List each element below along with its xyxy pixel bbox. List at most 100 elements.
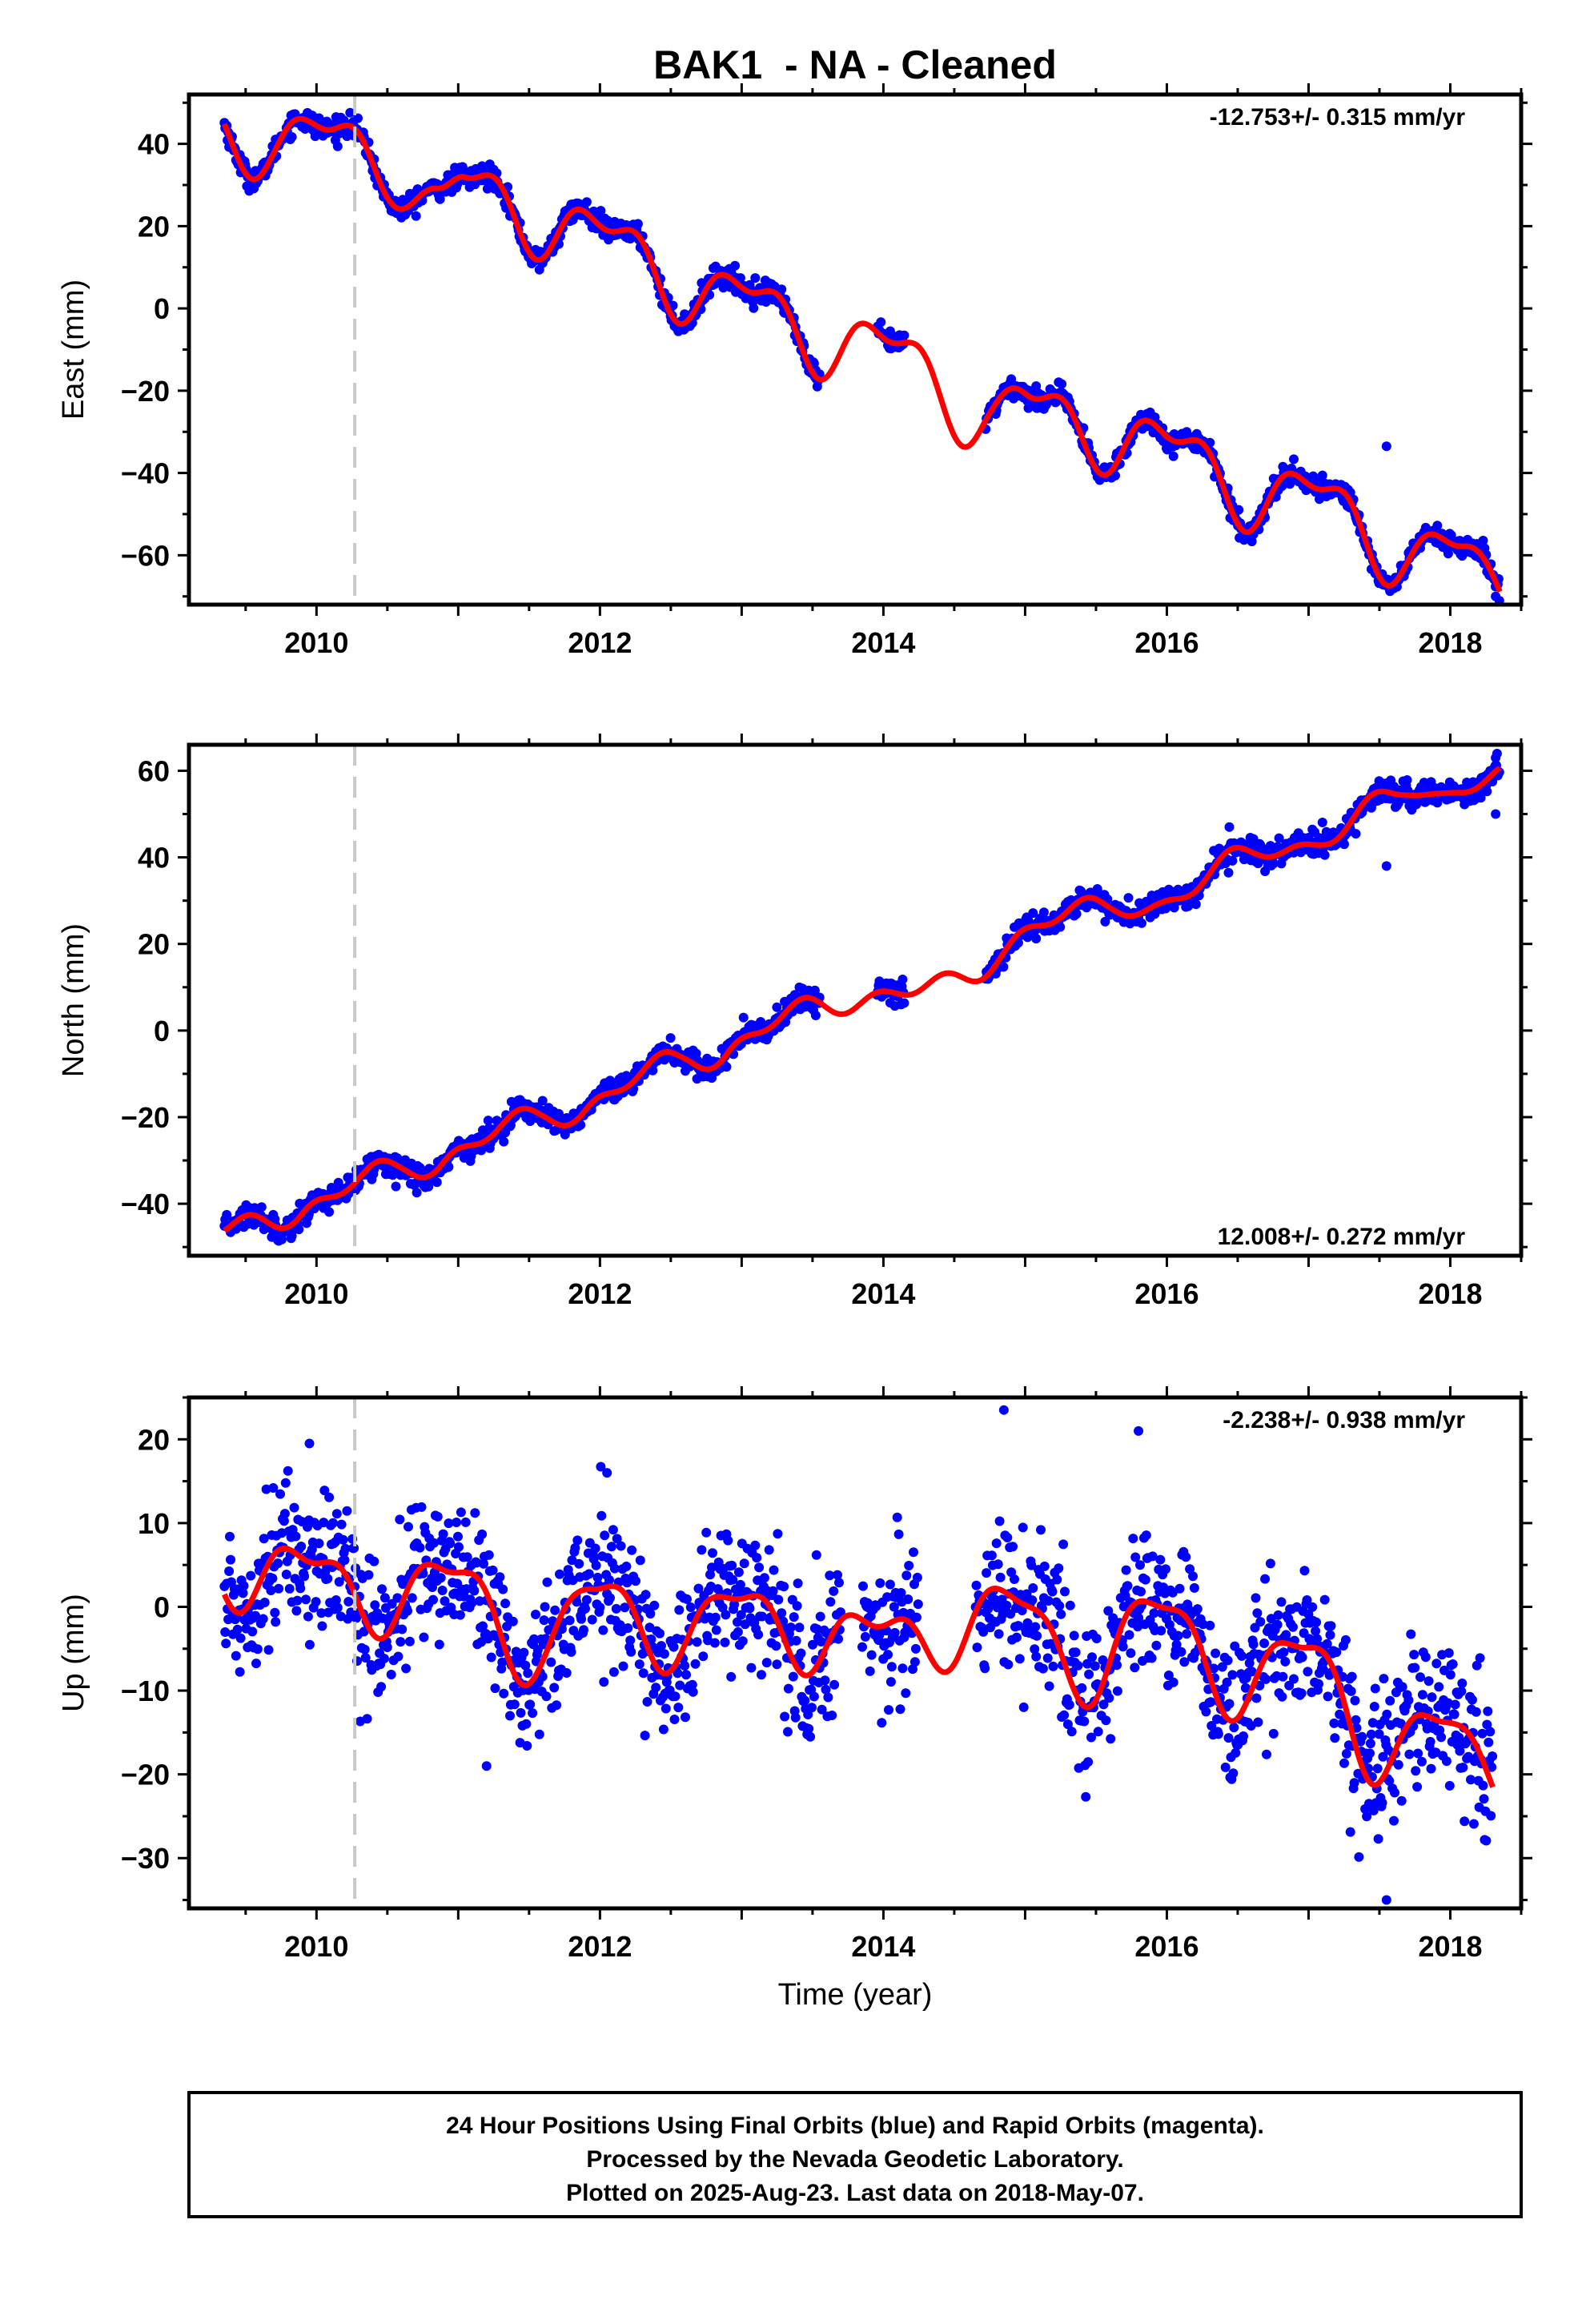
up-point — [893, 1529, 904, 1539]
up-point — [1036, 1525, 1046, 1535]
up-point — [1121, 1565, 1131, 1575]
up-point — [866, 1650, 877, 1660]
east-point — [899, 330, 909, 340]
up-point — [903, 1594, 913, 1604]
up-point — [1307, 1602, 1318, 1612]
up-point — [746, 1663, 757, 1673]
up-point — [1326, 1621, 1336, 1631]
up-point — [436, 1573, 446, 1583]
up-point — [590, 1543, 600, 1554]
up-point — [281, 1570, 291, 1579]
up-point — [1382, 1709, 1392, 1719]
up-point — [274, 1583, 284, 1594]
up-point — [574, 1558, 584, 1569]
up-point — [523, 1668, 533, 1679]
east-outlier-point — [1381, 441, 1391, 452]
up-point — [804, 1723, 814, 1734]
up-point — [1427, 1692, 1437, 1703]
up-point — [792, 1601, 802, 1611]
up-point — [1079, 1716, 1090, 1727]
up-outlier-point — [602, 1468, 612, 1478]
up-point — [528, 1708, 538, 1719]
up-point — [1155, 1554, 1166, 1565]
up-point — [1423, 1676, 1434, 1687]
east-y-tick-label: 40 — [138, 128, 170, 161]
up-point — [263, 1645, 274, 1655]
east-x-tick-label: 2016 — [1134, 626, 1199, 659]
east-point — [332, 141, 343, 151]
up-point — [1417, 1690, 1427, 1700]
north-point — [772, 1002, 782, 1012]
up-point — [363, 1570, 374, 1580]
up-point — [815, 1611, 825, 1622]
up-point — [1357, 1731, 1367, 1742]
up-point — [231, 1651, 241, 1661]
up-point — [1176, 1647, 1186, 1657]
up-point — [1058, 1539, 1069, 1550]
east-x-tick-label: 2012 — [568, 626, 632, 659]
north-point — [1223, 867, 1234, 878]
up-point — [542, 1577, 552, 1587]
north-outlier-point — [1491, 753, 1501, 763]
up-point — [438, 1529, 448, 1539]
north-x-tick-label: 2014 — [851, 1277, 915, 1310]
up-point — [1028, 1583, 1038, 1593]
up-point — [549, 1683, 560, 1693]
up-point — [521, 1719, 532, 1729]
up-point — [273, 1558, 283, 1569]
up-fit-line — [222, 1546, 1496, 1788]
up-point — [1070, 1647, 1081, 1658]
up-point — [1426, 1763, 1436, 1774]
east-point — [876, 317, 886, 328]
up-point — [1002, 1533, 1013, 1542]
up-point — [401, 1663, 412, 1674]
up-point — [680, 1661, 690, 1671]
up-point — [1443, 1648, 1454, 1659]
north-outlier-point — [1491, 809, 1501, 819]
up-point — [669, 1642, 679, 1652]
up-point — [1047, 1586, 1058, 1597]
up-point — [1350, 1695, 1360, 1706]
up-point — [897, 1663, 908, 1674]
up-point — [580, 1603, 590, 1614]
up-data-points — [219, 1405, 1498, 1905]
up-point — [1014, 1654, 1025, 1664]
up-point — [1393, 1759, 1403, 1770]
up-point — [627, 1545, 637, 1555]
up-point — [232, 1624, 243, 1634]
up-point — [432, 1511, 443, 1522]
up-point — [591, 1560, 601, 1570]
up-point — [1130, 1663, 1140, 1673]
up-point — [462, 1552, 472, 1562]
up-point — [1174, 1583, 1185, 1594]
up-point — [790, 1712, 801, 1723]
up-point — [377, 1584, 387, 1594]
east-point — [435, 194, 445, 204]
east-point — [581, 197, 592, 207]
up-point — [403, 1606, 412, 1616]
up-point — [769, 1565, 779, 1575]
up-point — [1136, 1586, 1146, 1597]
up-point — [304, 1639, 315, 1650]
up-point — [823, 1692, 833, 1703]
up-point — [332, 1602, 343, 1613]
up-point — [1365, 1739, 1375, 1749]
north-point — [294, 1224, 304, 1235]
up-point — [1056, 1609, 1066, 1619]
up-point — [649, 1600, 660, 1610]
north-point — [1031, 934, 1042, 944]
up-point — [692, 1637, 702, 1647]
up-point — [995, 1572, 1006, 1582]
up-point — [1488, 1751, 1498, 1761]
up-point — [1161, 1564, 1170, 1574]
up-point — [618, 1661, 628, 1671]
north-point — [1319, 850, 1330, 860]
up-point — [572, 1535, 583, 1546]
up-point — [800, 1695, 810, 1706]
up-point — [809, 1691, 819, 1702]
up-point — [1168, 1677, 1178, 1687]
up-point — [681, 1712, 690, 1723]
up-point — [252, 1644, 263, 1655]
